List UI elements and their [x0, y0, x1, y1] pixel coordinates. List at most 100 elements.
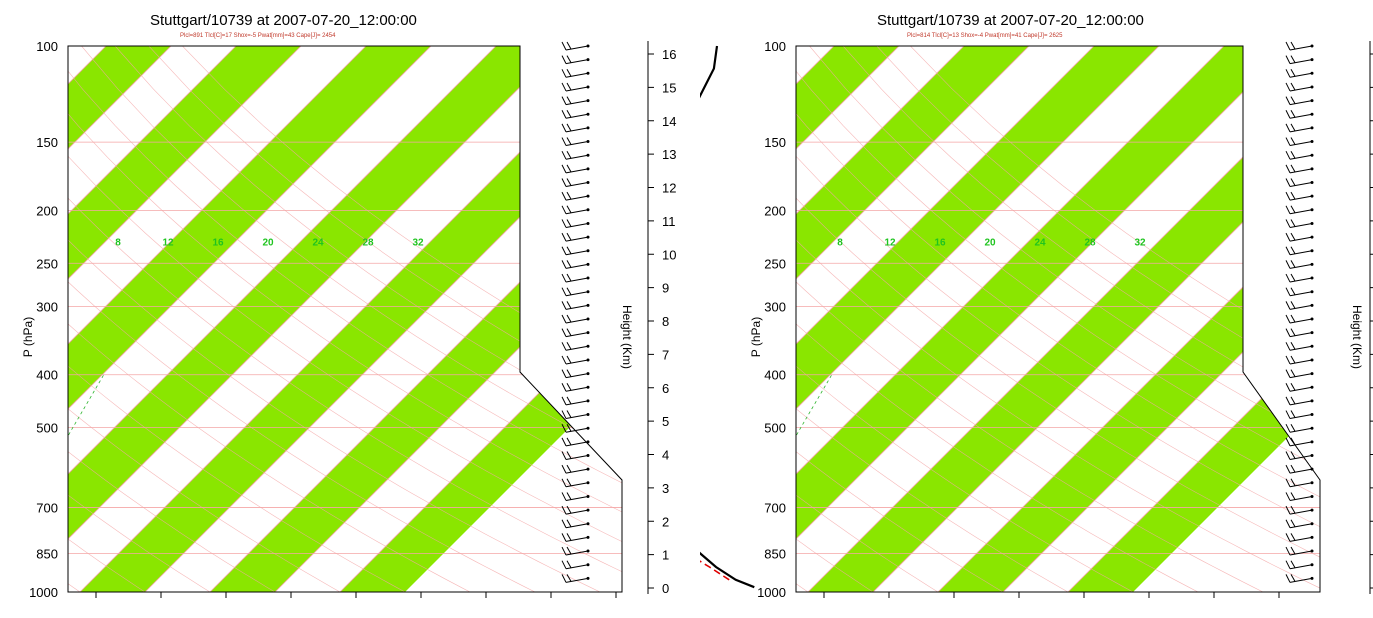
wind-barb: [562, 315, 590, 323]
parcel-line: [700, 233, 729, 580]
dry-adiabat: [700, 46, 743, 592]
mixing-ratio-label: 20: [262, 238, 274, 249]
wind-barb: [1286, 288, 1314, 296]
wind-barb: [562, 329, 590, 337]
skewt-panel-right: Stuttgart/10739 at 2007-07-20_12:00:00 P…: [700, 0, 1373, 613]
wind-barb: [562, 83, 590, 91]
wind-barb: [562, 206, 590, 214]
wind-barb: [1286, 465, 1314, 473]
height-tick-label: 0: [662, 581, 669, 596]
mixing-ratio-label: 12: [162, 238, 174, 249]
y-tick-label: 100: [36, 39, 58, 54]
wind-barb: [1286, 124, 1314, 132]
height-tick-label: 10: [662, 247, 676, 262]
wind-barb: [1286, 151, 1314, 159]
wind-barb: [1286, 411, 1314, 419]
isotherm-line: [700, 46, 704, 592]
moist-adiabat: [700, 210, 730, 592]
y-axis-label: P (hPa): [749, 317, 763, 357]
wind-barb: [1286, 97, 1314, 105]
wind-barb: [1286, 260, 1314, 268]
wind-barb: [1286, 315, 1314, 323]
height-axis-label: Height (Km): [620, 305, 634, 369]
y-tick-label: 150: [764, 135, 786, 150]
wind-barb: [562, 561, 590, 569]
wind-barb: [562, 110, 590, 118]
mixing-ratio-label: 28: [362, 238, 374, 249]
y-tick-label: 500: [764, 421, 786, 436]
wind-barb: [1286, 438, 1314, 446]
dry-adiabat: [0, 46, 15, 592]
wind-barb: [1286, 397, 1314, 405]
y-tick-label: 1000: [29, 585, 58, 600]
y-tick-label: 200: [36, 203, 58, 218]
height-tick-label: 5: [662, 414, 669, 429]
wind-barb: [562, 192, 590, 200]
wind-barb: [562, 356, 590, 364]
y-tick-label: 850: [36, 546, 58, 561]
wind-barb: [1286, 138, 1314, 146]
wind-barb: [1286, 179, 1314, 187]
height-tick-label: 13: [662, 147, 676, 162]
wind-barb: [562, 179, 590, 187]
moist-adiabat: [0, 210, 2, 592]
wind-barb: [562, 288, 590, 296]
wind-barb: [1286, 561, 1314, 569]
wind-barb: [562, 342, 590, 350]
height-tick-label: 15: [662, 80, 676, 95]
y-tick-label: 250: [36, 256, 58, 271]
wind-barb: [1286, 165, 1314, 173]
wind-barb: [562, 479, 590, 487]
wind-barb: [1286, 329, 1314, 337]
y-tick-label: 1000: [757, 585, 786, 600]
wind-barb: [1286, 69, 1314, 77]
mixing-ratio-line: [0, 375, 21, 592]
chart-subtitle: Plcl=814 Tlcl[C]=13 Shox=-4 Pwat[mm]=41 …: [907, 33, 1062, 39]
wind-barb: [1286, 424, 1314, 432]
wind-barb: [1286, 206, 1314, 214]
mixing-ratio-label: 24: [312, 238, 324, 249]
mixing-ratio-label: 8: [837, 238, 843, 249]
wind-barb: [1286, 274, 1314, 282]
wind-barb: [1286, 452, 1314, 460]
mixing-ratio-label: 16: [934, 238, 946, 249]
wind-barb: [1286, 370, 1314, 378]
y-tick-label: 300: [764, 300, 786, 315]
mixing-ratio-label: 20: [984, 238, 996, 249]
height-tick-label: 6: [662, 381, 669, 396]
wind-barb: [562, 397, 590, 405]
height-tick-label: 4: [662, 448, 669, 463]
y-tick-label: 250: [764, 256, 786, 271]
height-tick-label: 9: [662, 281, 669, 296]
moist-adiabat: [700, 210, 704, 592]
wind-barb: [562, 260, 590, 268]
wind-barb: [1286, 520, 1314, 528]
wind-barb: [562, 452, 590, 460]
y-tick-label: 200: [764, 203, 786, 218]
wind-barb: [562, 165, 590, 173]
y-tick-label: 300: [36, 300, 58, 315]
mixing-ratio-label: 16: [212, 238, 224, 249]
mixing-ratio-label: 12: [884, 238, 896, 249]
wind-barb: [562, 56, 590, 64]
wind-barb: [562, 42, 590, 50]
wind-barb: [1286, 247, 1314, 255]
mixing-ratio-label: 28: [1084, 238, 1096, 249]
height-tick-label: 2: [662, 514, 669, 529]
wind-barb: [562, 411, 590, 419]
wind-barb: [562, 138, 590, 146]
height-tick-label: 1: [662, 548, 669, 563]
wind-barb: [1286, 110, 1314, 118]
height-axis-label: Height (Km): [1350, 305, 1364, 369]
wind-barb: [562, 97, 590, 105]
wind-barb: [562, 151, 590, 159]
wind-barb: [1286, 83, 1314, 91]
y-tick-label: 500: [36, 421, 58, 436]
wind-barb: [562, 274, 590, 282]
wind-barb: [562, 233, 590, 241]
chart-subtitle: Plcl=891 Tlcl[C]=17 Shox=-5 Pwat[mm]=43 …: [180, 33, 335, 39]
wind-barb: [1286, 56, 1314, 64]
temperature-line: [700, 46, 754, 587]
